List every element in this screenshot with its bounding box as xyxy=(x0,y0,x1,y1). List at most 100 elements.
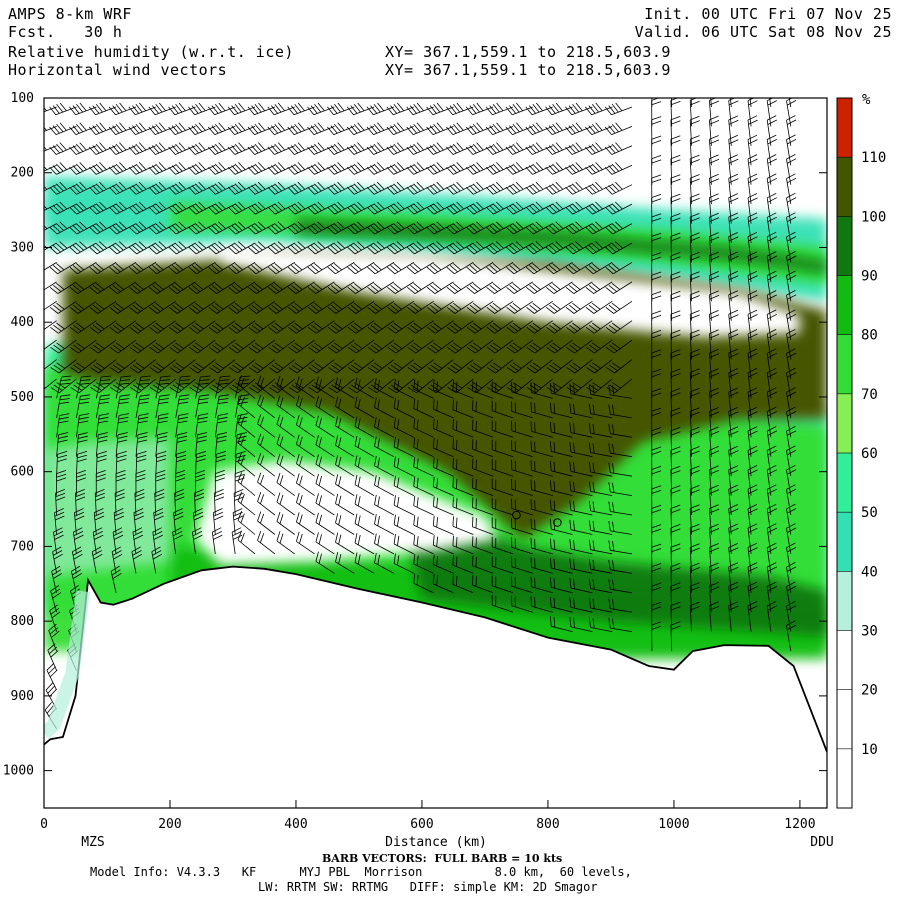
wind-barb-111 xyxy=(112,527,124,554)
wind-barb-720 xyxy=(569,597,593,613)
wind-barb-280 xyxy=(237,472,256,496)
wind-barb-812 xyxy=(670,174,681,205)
wind-barb-903 xyxy=(728,290,739,321)
wind-barb-974 xyxy=(766,581,777,613)
wind-barb-611 xyxy=(491,595,514,613)
wind-barb-917 xyxy=(728,562,739,593)
wind-barb-524 xyxy=(432,418,454,438)
wind-barb-194 xyxy=(168,221,196,235)
wind-barb-522 xyxy=(432,379,454,399)
marker-circle-1 xyxy=(553,518,562,527)
wind-barb-646 xyxy=(525,241,553,255)
wind-barb-406 xyxy=(346,102,375,116)
wind-barb-83 xyxy=(95,470,106,496)
wind-barb-250 xyxy=(209,378,236,394)
wind-barb-664 xyxy=(530,576,553,594)
wind-barb-810 xyxy=(670,135,681,166)
colorbar-tick-label-100: 100 xyxy=(861,209,886,225)
wind-barb-180 xyxy=(175,394,190,418)
wind-barb-608 xyxy=(491,536,514,555)
wind-barb-994 xyxy=(786,426,797,457)
wind-barb-549 xyxy=(452,399,474,419)
wind-barb-859 xyxy=(689,523,700,554)
wind-barb-479 xyxy=(393,534,414,555)
wind-barb-455 xyxy=(374,553,395,574)
wind-barb-573 xyxy=(467,378,494,394)
wind-barb-475 xyxy=(393,456,414,477)
wind-barb-269 xyxy=(228,281,256,294)
wind-barb-442 xyxy=(367,320,395,334)
wind-barb-559 xyxy=(465,102,494,116)
wind-barb-72 xyxy=(69,281,97,294)
colorbar-swatch-1 xyxy=(837,689,852,749)
wind-barb-278 xyxy=(237,433,256,458)
wind-barb-288 xyxy=(247,181,276,195)
wind-barb-543 xyxy=(446,300,474,314)
wind-barb-136 xyxy=(133,508,144,535)
wind-barb-999 xyxy=(786,523,797,554)
wind-barb-494 xyxy=(407,359,434,374)
wind-barb-759 xyxy=(605,281,633,294)
wind-barb-333 xyxy=(287,122,315,135)
wind-barb-496 xyxy=(413,379,434,399)
wind-barb-766 xyxy=(608,404,633,419)
wind-barb-118 xyxy=(108,181,137,195)
wind-barb-985 xyxy=(786,251,797,282)
wind-barb-634 xyxy=(511,517,533,535)
wind-barb-324 xyxy=(276,395,295,419)
wind-barb-717 xyxy=(569,539,593,555)
wind-barb-840 xyxy=(689,154,700,185)
wind-barb-986 xyxy=(786,270,797,302)
wind-barb-890 xyxy=(709,582,720,613)
wind-barb-537 xyxy=(446,181,474,195)
wind-barb-334 xyxy=(287,142,315,155)
wind-barb-190 xyxy=(168,142,196,155)
wind-barb-127 xyxy=(109,359,137,374)
wind-barb-104 xyxy=(115,394,130,418)
wind-barb-724 xyxy=(585,142,613,155)
wind-barb-979 xyxy=(786,134,797,166)
wind-barb-530 xyxy=(432,535,454,555)
wind-barb-731 xyxy=(585,281,613,294)
wind-barb-577 xyxy=(472,439,494,458)
wind-barb-304 xyxy=(257,472,276,496)
wind-barb-622 xyxy=(506,300,534,314)
wind-barb-80 xyxy=(95,413,110,438)
wind-barb-27 xyxy=(49,604,61,632)
wind-barb-135 xyxy=(134,489,145,516)
wind-barb-192 xyxy=(168,181,196,195)
wind-barb-53 xyxy=(76,470,87,496)
wind-barb-507 xyxy=(426,102,454,116)
wind-barb-152 xyxy=(129,359,157,374)
wind-barb-260 xyxy=(227,102,256,116)
wind-barb-107 xyxy=(115,451,127,477)
wind-barb-647 xyxy=(525,262,553,275)
wind-barb-57 xyxy=(72,546,83,574)
wind-barb-227 xyxy=(214,375,231,399)
wind-barb-126 xyxy=(109,339,137,354)
wind-barb-572 xyxy=(467,359,494,374)
wind-barb-499 xyxy=(413,437,434,458)
wind-barb-10 xyxy=(44,300,57,311)
wind-barb-473 xyxy=(393,417,414,438)
wind-barb-975 xyxy=(766,601,777,632)
wind-barb-553 xyxy=(452,477,474,496)
wind-barb-149 xyxy=(129,300,157,314)
wind-barb-71 xyxy=(69,262,97,275)
wind-barb-703 xyxy=(565,281,593,294)
wind-barb-925 xyxy=(747,173,758,205)
wind-barb-370 xyxy=(308,378,335,394)
wind-barbs xyxy=(44,98,797,730)
wind-barb-929 xyxy=(747,251,758,282)
wind-barb-332 xyxy=(287,102,315,116)
wind-barb-325 xyxy=(276,414,295,438)
wind-barb-913 xyxy=(728,484,739,516)
wind-barb-832 xyxy=(670,562,681,593)
wind-barb-854 xyxy=(689,426,700,457)
wind-barb-521 xyxy=(427,378,454,394)
wind-barb-892 xyxy=(729,98,732,108)
wind-barb-292 xyxy=(248,262,276,275)
wind-barb-429 xyxy=(354,533,375,555)
wind-barb-831 xyxy=(670,543,681,574)
wind-barb-378 xyxy=(315,512,335,535)
